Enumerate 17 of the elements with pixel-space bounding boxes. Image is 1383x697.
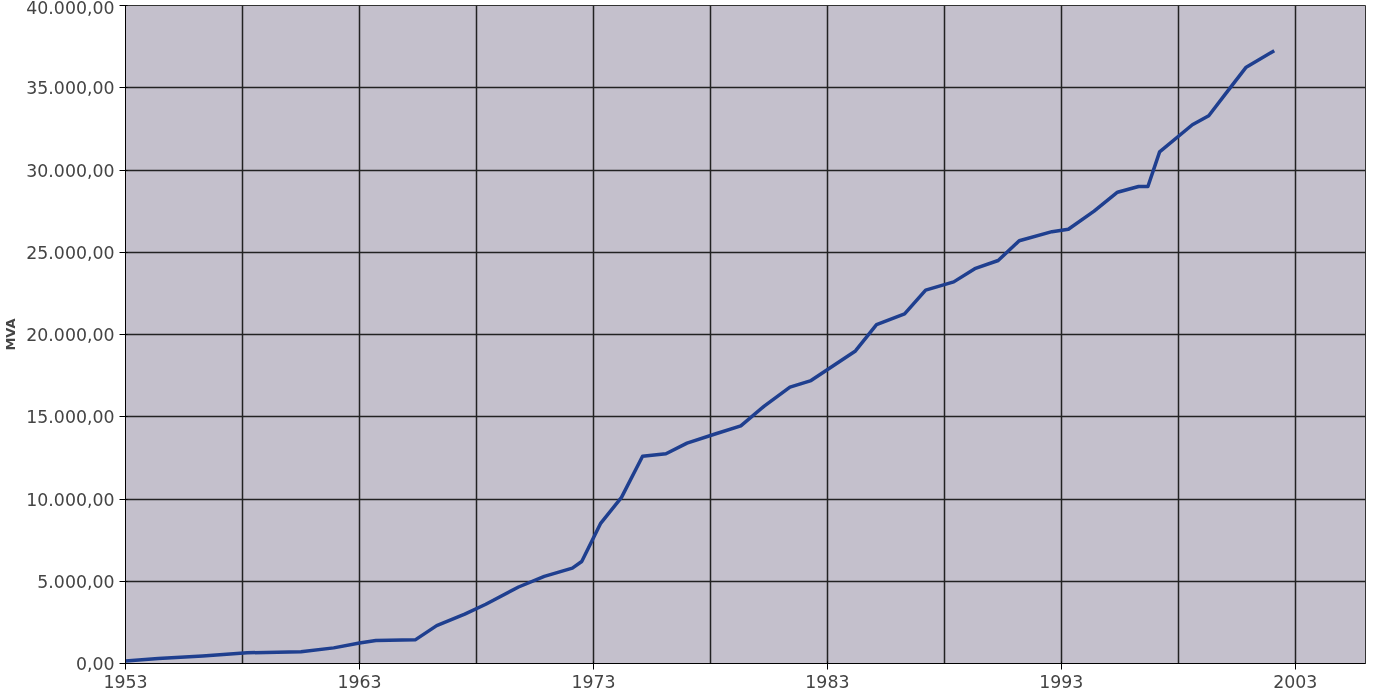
x-tick-label: 1993 [1039,671,1084,692]
y-tick-label: 0,00 [75,654,115,674]
y-tick-label: 20.000,00 [26,325,115,345]
x-tick-label: 2003 [1273,671,1318,692]
y-tick-label: 40.000,00 [26,0,115,18]
line-series [125,48,1276,663]
y-tick-label: 35.000,00 [26,78,115,99]
y-tick-label: 10.000,00 [26,489,115,510]
x-tick-label: 1973 [571,671,616,692]
y-tick-label: 30.000,00 [26,160,115,181]
x-tick-label: 1983 [805,671,850,692]
x-tick-label: 1963 [337,671,382,692]
y-tick-label: 5.000,00 [37,571,115,592]
y-tick-label: 15.000,00 [26,407,115,428]
x-tick-label: 1953 [103,671,148,692]
y-axis-title: MVA [3,318,19,351]
y-tick-label: 25.000,00 [26,242,115,263]
